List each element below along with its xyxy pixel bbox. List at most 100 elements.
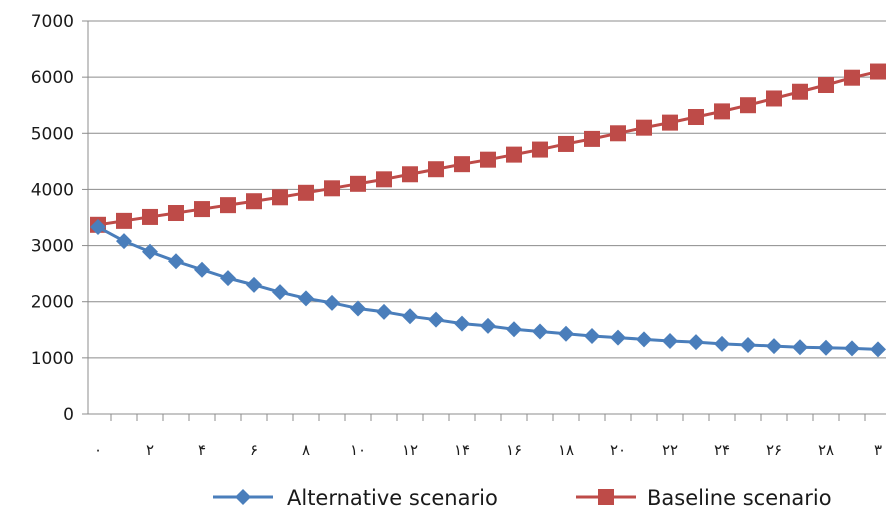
data-point xyxy=(818,339,834,356)
data-point xyxy=(480,151,496,168)
data-point xyxy=(298,290,314,307)
series-line xyxy=(97,70,879,227)
x-tick-label: ٠ xyxy=(94,441,102,459)
series-baseline-scenario xyxy=(90,63,886,233)
gridlines xyxy=(88,20,886,359)
series-group xyxy=(90,63,886,358)
data-point xyxy=(142,208,158,225)
legend-marker xyxy=(598,489,614,505)
data-point xyxy=(480,317,496,334)
data-point xyxy=(662,114,678,131)
data-point xyxy=(402,308,418,325)
y-tick-label: 1000 xyxy=(31,349,74,369)
data-point xyxy=(402,166,418,183)
data-point xyxy=(116,233,132,250)
x-tick-label: ۶ xyxy=(250,441,258,459)
data-point xyxy=(792,339,808,356)
data-point xyxy=(584,327,600,344)
x-tick-label: ١٠ xyxy=(350,441,366,459)
data-point xyxy=(636,119,652,136)
y-tick-label: 5000 xyxy=(31,124,74,144)
data-point xyxy=(688,334,704,351)
legend-label: Alternative scenario xyxy=(287,486,498,510)
data-point xyxy=(350,175,366,192)
data-point xyxy=(766,338,782,355)
x-tick-label: ١۶ xyxy=(506,441,522,459)
y-tick-label: 7000 xyxy=(31,12,74,32)
data-point xyxy=(168,205,184,222)
y-tick-label: 0 xyxy=(63,405,74,425)
data-point xyxy=(324,294,340,311)
data-point xyxy=(90,219,106,236)
data-point xyxy=(272,189,288,206)
data-point xyxy=(818,77,834,94)
x-tick-label: ۴ xyxy=(198,441,206,459)
legend-item: Baseline scenario xyxy=(576,486,832,510)
legend-label: Baseline scenario xyxy=(647,486,832,510)
x-tick-label: ٨ xyxy=(302,441,310,459)
data-point xyxy=(220,270,236,287)
x-tick-label: ٣ xyxy=(874,441,882,459)
x-tick-label: ٢٨ xyxy=(818,441,834,459)
data-point xyxy=(168,253,184,270)
data-point xyxy=(766,90,782,107)
y-tick-label: 2000 xyxy=(31,293,74,313)
x-tick-label: ٢۶ xyxy=(766,441,782,459)
data-point xyxy=(246,276,262,293)
data-point xyxy=(662,333,678,350)
x-tick-label: ٢۴ xyxy=(714,441,730,459)
series-alternative-scenario xyxy=(90,219,886,358)
data-point xyxy=(532,323,548,340)
data-point xyxy=(272,284,288,301)
x-tick-label: ١٨ xyxy=(558,441,574,459)
y-tick-label: 4000 xyxy=(31,180,74,200)
legend-marker xyxy=(235,489,251,505)
x-tick-label: ١٢ xyxy=(402,441,418,459)
data-point xyxy=(220,197,236,214)
legend: Alternative scenario Baseline scenario xyxy=(213,486,832,510)
data-point xyxy=(636,331,652,348)
data-point xyxy=(740,336,756,353)
data-point xyxy=(142,243,158,260)
data-point xyxy=(792,83,808,100)
data-point xyxy=(610,125,626,142)
data-point xyxy=(688,109,704,126)
data-point xyxy=(428,161,444,178)
data-point xyxy=(454,315,470,332)
data-point xyxy=(116,212,132,229)
data-point xyxy=(844,69,860,86)
data-point xyxy=(376,171,392,188)
data-point xyxy=(558,325,574,342)
y-tick-label: 6000 xyxy=(31,68,74,88)
x-tick-label: ٢٢ xyxy=(662,441,678,459)
data-point xyxy=(324,180,340,197)
data-point xyxy=(506,321,522,338)
data-point xyxy=(194,261,210,278)
x-tick-label: ١۴ xyxy=(454,441,470,459)
data-point xyxy=(298,184,314,201)
data-point xyxy=(194,201,210,218)
y-tick-label: 3000 xyxy=(31,237,74,257)
data-point xyxy=(714,103,730,120)
x-tick-label: ٢ xyxy=(146,441,154,459)
data-point xyxy=(454,156,470,173)
data-point xyxy=(870,63,886,80)
data-point xyxy=(246,193,262,210)
data-point xyxy=(558,135,574,152)
x-axis: ٠ ٢ ۴ ۶ ٨ ١٠ ١٢ ١۴ ١۶ ١٨ ٢٠ ٢٢ ٢۴ ٢۶ ٢٨ ٣ xyxy=(87,21,886,459)
data-point xyxy=(610,329,626,346)
data-point xyxy=(428,311,444,328)
data-point xyxy=(350,300,366,317)
data-point xyxy=(584,130,600,147)
legend-item: Alternative scenario xyxy=(213,486,498,510)
data-point xyxy=(740,97,756,114)
data-point xyxy=(844,340,860,357)
data-point xyxy=(870,341,886,358)
data-point xyxy=(506,146,522,163)
x-tick-label: ٢٠ xyxy=(610,441,626,459)
y-axis-ticks: 0 1000 2000 3000 4000 5000 6000 7000 xyxy=(31,12,88,425)
data-point xyxy=(714,335,730,352)
data-point xyxy=(376,303,392,320)
data-point xyxy=(532,141,548,158)
